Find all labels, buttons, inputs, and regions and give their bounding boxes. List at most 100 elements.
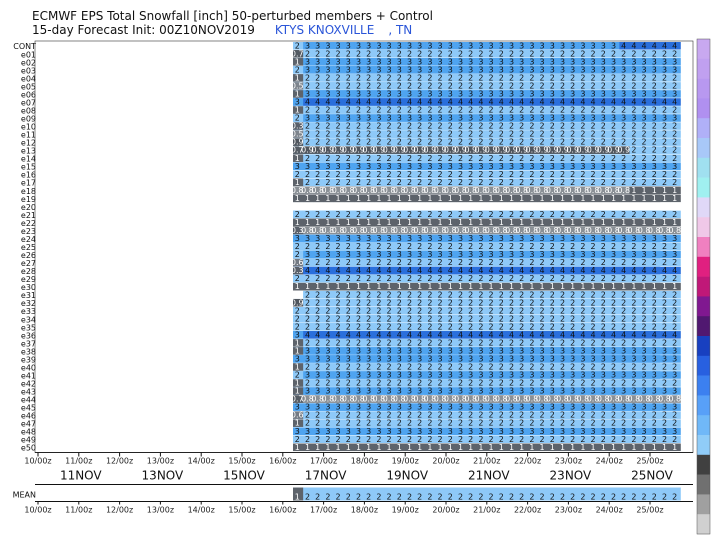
member-row-cell	[456, 355, 467, 363]
member-value: 2	[397, 242, 402, 251]
member-row-cell	[588, 274, 600, 283]
member-value: 3	[652, 371, 657, 380]
member-value: 2	[662, 154, 667, 163]
member-row-cell	[384, 50, 396, 58]
member-value: 3	[611, 427, 616, 436]
member-row-cell	[629, 42, 640, 50]
member-value: 3	[356, 90, 361, 99]
member-row-cell	[527, 266, 538, 275]
member-value: 3	[489, 346, 494, 355]
member-value: 1	[672, 282, 677, 291]
member-row-cell	[609, 443, 620, 452]
member-row-cell	[527, 146, 538, 154]
member-row-cell	[466, 186, 477, 195]
member-value: 3	[397, 162, 402, 171]
member-value: 1	[560, 282, 565, 291]
member-row-cell	[660, 323, 671, 331]
member-value: 4	[550, 330, 555, 339]
member-row-cell	[446, 258, 457, 267]
member-row-cell	[578, 355, 589, 363]
member-row-cell	[670, 411, 681, 419]
member-value: 2	[458, 122, 463, 131]
member-row-cell	[537, 170, 549, 179]
member-row-cell	[558, 234, 569, 243]
member-row-cell	[517, 194, 528, 203]
member-value: 2	[366, 81, 371, 90]
mean-value: 2	[489, 492, 494, 501]
member-value: 2	[631, 130, 636, 139]
member-value: 2	[529, 314, 534, 323]
member-row-cell	[384, 419, 396, 427]
member-value: 2	[652, 130, 657, 139]
member-row-cell	[568, 266, 579, 275]
member-row-cell	[446, 130, 457, 138]
member-row-cell	[558, 379, 569, 387]
member-row-cell	[395, 427, 406, 435]
member-row-cell	[486, 194, 498, 203]
mean-tick-label: 23/00z	[555, 506, 582, 515]
member-value: 1	[570, 443, 575, 452]
member-value: 4	[346, 266, 351, 275]
member-value: 2	[499, 122, 504, 131]
member-row-cell	[588, 387, 600, 395]
member-value: 3	[468, 57, 473, 66]
member-row-cell	[517, 419, 528, 427]
member-value: 2	[591, 419, 596, 428]
member-value: 2	[580, 419, 585, 428]
member-row-cell	[568, 411, 579, 419]
member-row-cell	[527, 371, 538, 379]
member-row-cell	[497, 331, 508, 339]
member-value: 2	[376, 411, 381, 420]
member-row-cell	[517, 146, 528, 154]
member-row-cell	[527, 106, 538, 114]
member-value: 2	[305, 306, 310, 315]
member-value: 2	[478, 411, 483, 420]
member-row-cell	[323, 435, 334, 443]
member-row-cell	[629, 250, 640, 259]
member-value: 3	[448, 41, 453, 50]
member-value: 3	[376, 114, 381, 123]
member-row-cell	[537, 234, 549, 243]
member-value: 2	[387, 138, 392, 147]
member-row-cell	[537, 266, 549, 275]
member-value: 3	[376, 387, 381, 396]
member-row-cell	[425, 210, 436, 219]
member-value: 2	[468, 154, 473, 163]
member-value: 2	[325, 258, 330, 267]
member-row-cell	[629, 66, 640, 74]
member-value: 2	[631, 81, 636, 90]
member-value: 4	[458, 266, 463, 275]
member-row-cell	[415, 170, 426, 179]
member-value: 3	[662, 234, 667, 243]
member-row-cell	[619, 154, 630, 162]
member-row-cell	[344, 90, 355, 98]
member-value: 4	[672, 330, 677, 339]
member-value: 1	[468, 443, 473, 452]
member-value: 3	[478, 427, 483, 436]
member-row-cell	[354, 234, 365, 243]
member-row-cell	[486, 290, 498, 299]
member-row-cell	[670, 242, 681, 251]
member-value: 1	[397, 443, 402, 452]
member-value: 2	[509, 138, 514, 147]
member-row-cell	[568, 306, 579, 315]
member-row-cell	[456, 339, 467, 347]
member-value: 2	[325, 130, 330, 139]
member-value: 2	[448, 242, 453, 251]
member-value: 3	[336, 387, 341, 396]
member-value: 2	[529, 49, 534, 58]
member-value: 4	[336, 330, 341, 339]
member-value: 3	[611, 387, 616, 396]
member-value: 3	[346, 162, 351, 171]
member-value: 1	[366, 443, 371, 452]
member-value: 2	[448, 210, 453, 219]
member-value: 3	[346, 90, 351, 99]
member-row-cell	[333, 379, 345, 387]
member-row-cell	[476, 339, 487, 347]
member-row-cell	[619, 347, 630, 355]
member-row-cell	[323, 114, 334, 122]
member-row-cell	[670, 387, 681, 395]
member-value: 2	[519, 419, 524, 428]
member-row-cell	[405, 306, 416, 315]
member-value: 3	[366, 250, 371, 259]
